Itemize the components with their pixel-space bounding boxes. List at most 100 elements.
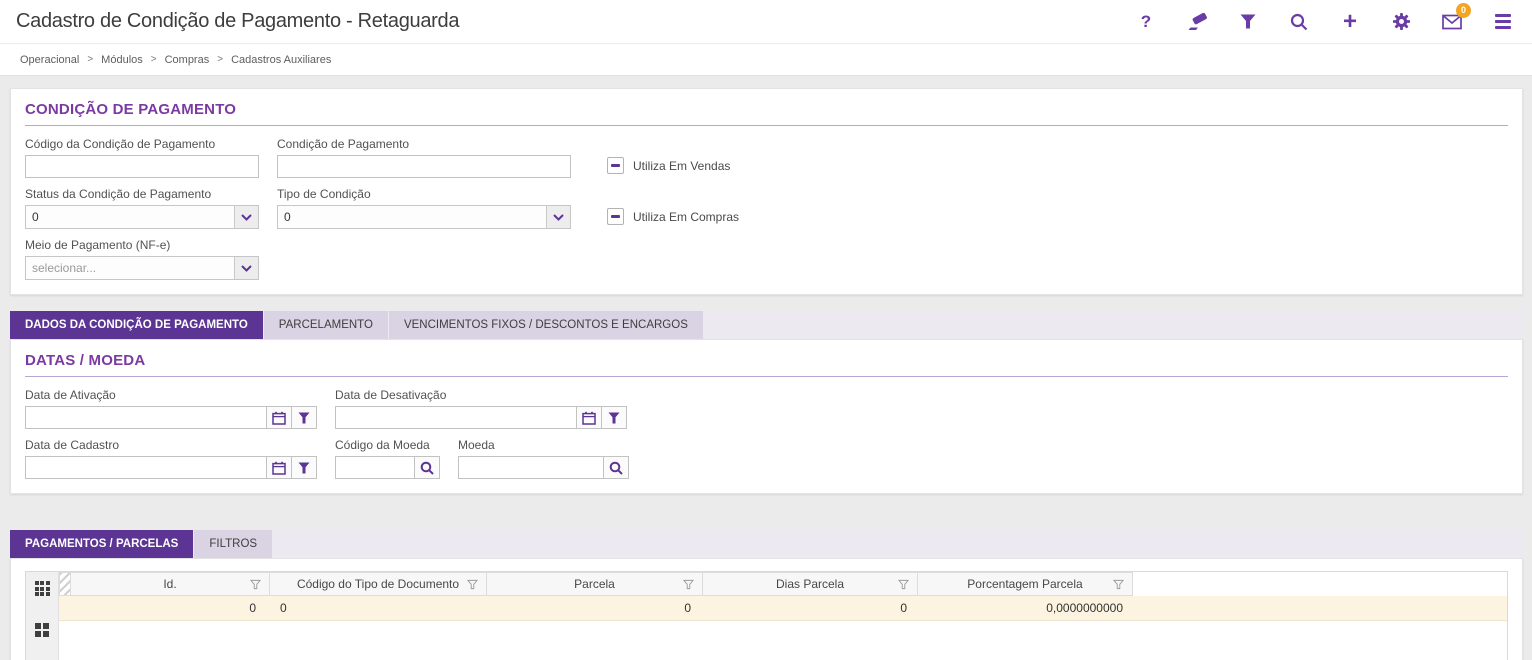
meio-pagamento-select[interactable]: selecionar...	[25, 256, 259, 280]
cell-id: 0	[249, 601, 256, 615]
topbar-actions: ? + 0	[1135, 2, 1514, 35]
column-label: Parcela	[574, 577, 615, 591]
condicao-section-title: CONDIÇÃO DE PAGAMENTO	[25, 101, 1508, 126]
data-desativacao-input[interactable]	[335, 406, 577, 429]
filter-icon[interactable]	[291, 406, 317, 429]
datas-moeda-title: DATAS / MOEDA	[25, 352, 1508, 377]
grid-toolbar	[26, 572, 59, 660]
help-icon[interactable]: ?	[1140, 11, 1152, 31]
codigo-condicao-label: Código da Condição de Pagamento	[25, 137, 216, 151]
utiliza-vendas-label: Utiliza Em Vendas	[633, 158, 731, 173]
pagamentos-parcelas-panel: Id. Código do Tipo de Documento Parcela	[10, 558, 1523, 660]
grid-header-row: Id. Código do Tipo de Documento Parcela	[59, 572, 1507, 596]
column-header-porcentagem-parcela[interactable]: Porcentagem Parcela	[917, 572, 1133, 596]
utiliza-compras-label: Utiliza Em Compras	[633, 209, 740, 224]
tab-filtros[interactable]: FILTROS	[194, 530, 273, 558]
data-cadastro-input[interactable]	[25, 456, 267, 479]
settings-gear-icon[interactable]	[1390, 11, 1412, 33]
filter-icon[interactable]	[1237, 11, 1259, 33]
breadcrumb-separator: >	[150, 54, 157, 65]
breadcrumb-separator: >	[217, 54, 224, 65]
meio-pagamento-placeholder: selecionar...	[32, 261, 97, 275]
calendar-icon[interactable]	[266, 456, 292, 479]
add-icon[interactable]: +	[1342, 7, 1357, 35]
parcelas-grid: Id. Código do Tipo de Documento Parcela	[25, 571, 1508, 660]
meio-pagamento-label: Meio de Pagamento (NF-e)	[25, 238, 171, 252]
table-row[interactable]: 0 0 0 0 0,0000000000	[59, 596, 1507, 621]
column-header-parcela[interactable]: Parcela	[486, 572, 703, 596]
cell-porcentagem-parcela: 0,0000000000	[1046, 601, 1123, 615]
main-tabstrip: DADOS DA CONDIÇÃO DE PAGAMENTO PARCELAME…	[10, 311, 1523, 339]
column-header-id[interactable]: Id.	[70, 572, 270, 596]
column-filter-icon[interactable]	[466, 579, 479, 593]
tipo-condicao-value: 0	[284, 210, 291, 224]
cell-parcela: 0	[684, 601, 691, 615]
breadcrumb: Operacional > Módulos > Compras > Cadast…	[0, 44, 1532, 76]
top-bar: Cadastro de Condição de Pagamento - Reta…	[0, 0, 1532, 44]
column-filter-icon[interactable]	[897, 579, 910, 593]
search-icon[interactable]	[1288, 11, 1310, 33]
status-condicao-label: Status da Condição de Pagamento	[25, 187, 212, 201]
filter-icon[interactable]	[601, 406, 627, 429]
grid-layout-icon[interactable]	[35, 623, 49, 637]
chevron-down-icon[interactable]	[234, 206, 258, 228]
column-filter-icon[interactable]	[682, 579, 695, 593]
codigo-condicao-input[interactable]	[25, 155, 259, 178]
tab-dados-da-condicao[interactable]: DADOS DA CONDIÇÃO DE PAGAMENTO	[10, 311, 263, 339]
breadcrumb-modulos[interactable]: Módulos	[101, 53, 143, 66]
column-header-dias-parcela[interactable]: Dias Parcela	[702, 572, 918, 596]
condicao-pagamento-panel: CONDIÇÃO DE PAGAMENTO Código da Condição…	[10, 88, 1523, 295]
page-title: Cadastro de Condição de Pagamento - Reta…	[16, 10, 460, 32]
column-label: Código do Tipo de Documento	[296, 577, 460, 591]
breadcrumb-cadastros-auxiliares[interactable]: Cadastros Auxiliares	[231, 53, 332, 66]
utiliza-compras-checkbox[interactable]	[607, 208, 624, 225]
tab-vencimentos-fixos[interactable]: VENCIMENTOS FIXOS / DESCONTOS E ENCARGOS	[388, 311, 703, 339]
mail-badge: 0	[1456, 2, 1471, 18]
cell-codigo-tipo-documento: 0	[280, 601, 287, 615]
data-cadastro-label: Data de Cadastro	[25, 438, 120, 452]
tabstrip-filler	[704, 311, 1523, 339]
filter-icon[interactable]	[291, 456, 317, 479]
codigo-moeda-label: Código da Moeda	[335, 438, 430, 452]
column-label: Porcentagem Parcela	[967, 577, 1083, 591]
chevron-down-icon[interactable]	[234, 257, 258, 279]
data-desativacao-label: Data de Desativação	[335, 388, 447, 402]
data-ativacao-label: Data de Ativação	[25, 388, 116, 402]
codigo-moeda-input[interactable]	[335, 456, 415, 479]
moeda-input[interactable]	[458, 456, 604, 479]
cell-dias-parcela: 0	[900, 601, 907, 615]
datas-moeda-panel: DATAS / MOEDA Data de Ativação Data de D…	[10, 339, 1523, 494]
eraser-icon[interactable]	[1186, 11, 1208, 33]
condicao-pagamento-input[interactable]	[277, 155, 571, 178]
chevron-down-icon[interactable]	[546, 206, 570, 228]
tab-parcelamento[interactable]: PARCELAMENTO	[263, 311, 388, 339]
breadcrumb-separator: >	[87, 54, 94, 65]
grid-area: Id. Código do Tipo de Documento Parcela	[59, 572, 1507, 660]
tabstrip-filler	[273, 530, 1523, 558]
tipo-condicao-label: Tipo de Condição	[277, 187, 371, 201]
moeda-label: Moeda	[458, 438, 495, 452]
status-condicao-select[interactable]: 0	[25, 205, 259, 229]
tipo-condicao-select[interactable]: 0	[277, 205, 571, 229]
breadcrumb-operacional[interactable]: Operacional	[20, 53, 80, 66]
utiliza-vendas-checkbox[interactable]	[607, 157, 624, 174]
lower-tabstrip: PAGAMENTOS / PARCELAS FILTROS	[10, 530, 1523, 558]
tab-pagamentos-parcelas[interactable]: PAGAMENTOS / PARCELAS	[10, 530, 194, 558]
row-indicator-cell	[59, 596, 71, 620]
column-label: Dias Parcela	[775, 577, 845, 591]
data-ativacao-input[interactable]	[25, 406, 267, 429]
breadcrumb-compras[interactable]: Compras	[164, 53, 210, 66]
column-filter-icon[interactable]	[249, 579, 262, 593]
search-icon[interactable]	[414, 456, 440, 479]
calendar-icon[interactable]	[266, 406, 292, 429]
column-label: Id.	[163, 577, 177, 591]
search-icon[interactable]	[603, 456, 629, 479]
menu-icon[interactable]	[1492, 11, 1514, 33]
column-filter-icon[interactable]	[1112, 579, 1125, 593]
status-condicao-value: 0	[32, 210, 39, 224]
mail-icon[interactable]: 0	[1441, 2, 1471, 33]
grid-columns-icon[interactable]	[34, 581, 50, 596]
column-header-codigo-tipo-documento[interactable]: Código do Tipo de Documento	[269, 572, 487, 596]
condicao-pagamento-label: Condição de Pagamento	[277, 137, 410, 151]
calendar-icon[interactable]	[576, 406, 602, 429]
